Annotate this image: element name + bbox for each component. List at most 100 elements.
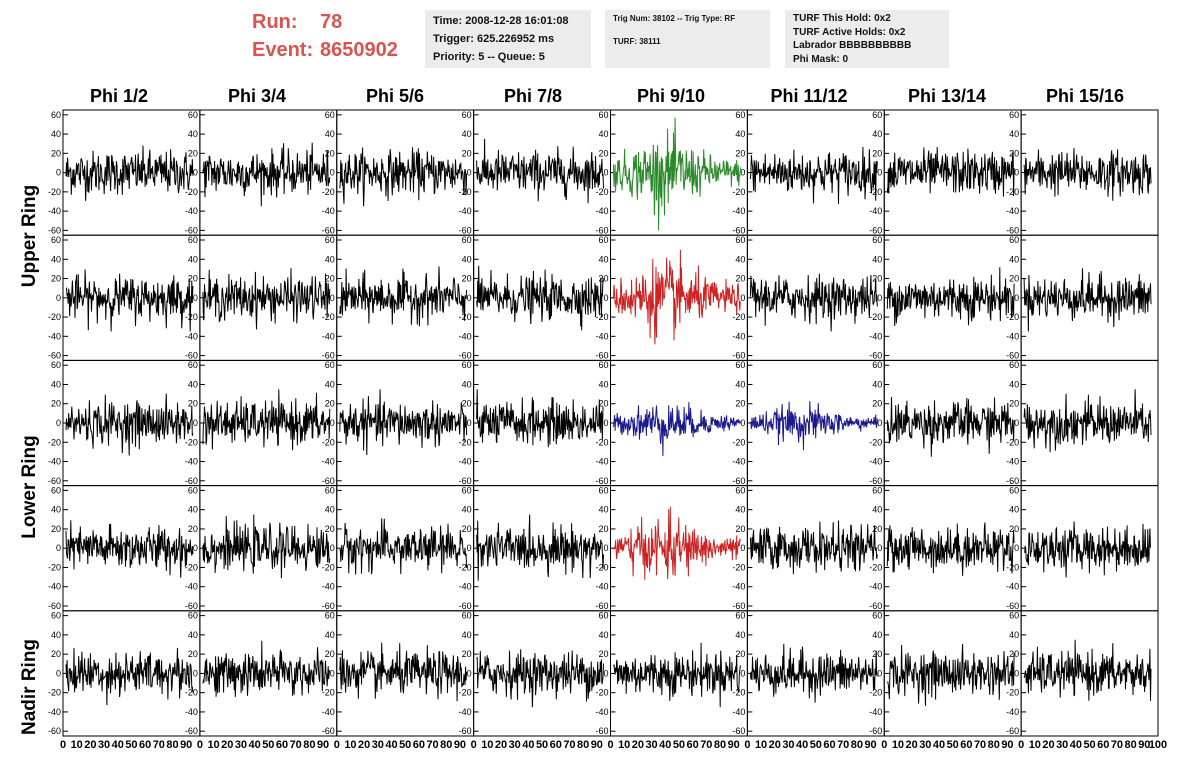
ytick-label: 40 [735, 254, 745, 264]
ytick-label: -40 [1006, 331, 1019, 341]
run-label: Run: [252, 11, 298, 33]
xtick-label: 90 [454, 739, 466, 751]
ytick-label: 20 [872, 274, 882, 284]
ytick-label: 40 [188, 129, 198, 139]
ytick-label: 20 [462, 274, 472, 284]
ytick-label: 0 [603, 168, 608, 178]
turf-info-box: TURF This Hold: 0x2 TURF Active Holds: 0… [785, 10, 949, 68]
ytick-label: -20 [459, 437, 472, 447]
waveform-trace [476, 389, 604, 448]
ytick-label: 40 [462, 254, 472, 264]
ytick-label: 0 [56, 668, 61, 678]
ytick-label: -20 [869, 437, 882, 447]
waveform-trace [886, 267, 1015, 327]
ytick-label: -40 [595, 206, 608, 216]
ytick-label: 20 [872, 148, 882, 158]
ytick-label: -60 [48, 601, 61, 611]
ytick-label: 40 [872, 379, 882, 389]
ytick-label: -40 [48, 457, 61, 467]
panel-r2-c1: -60 -40 -20 0 20 40 60 [185, 359, 338, 487]
ytick-label: 60 [462, 360, 472, 370]
ytick-label: 20 [1009, 274, 1019, 284]
xtick-label: 0 [471, 739, 477, 751]
ytick-label: -60 [1006, 351, 1019, 361]
ytick-label: -60 [322, 351, 335, 361]
ytick-label: -60 [869, 726, 882, 736]
waveform-trace [750, 401, 878, 451]
xtick-label: 0 [1018, 739, 1024, 751]
trig-info-box: Trig Num: 38102 -- Trig Type: RF TURF: 3… [605, 10, 770, 68]
waveform-trace [65, 647, 194, 706]
xtick-label: 60 [550, 739, 562, 751]
waveform-trace [1023, 521, 1152, 578]
waveform-trace [749, 643, 878, 703]
time-info-box: Time: 2008-12-28 16:01:08 Trigger: 625.2… [425, 10, 591, 68]
ytick-label: 0 [330, 668, 335, 678]
ytick-label: -20 [48, 187, 61, 197]
col-header-7: Phi 13/14 [907, 86, 987, 106]
ytick-label: -20 [185, 312, 198, 322]
ytick-label: 40 [325, 129, 335, 139]
ytick-label: 0 [740, 293, 745, 303]
ytick-label: 20 [325, 524, 335, 534]
panel-r3-c1: -60 -40 -20 0 20 40 60 [185, 485, 338, 612]
xtick-label: 50 [1083, 739, 1095, 751]
col-header-1: Phi 1/2 [89, 86, 149, 106]
xtick-label: 10 [344, 739, 356, 751]
waveform-trace [749, 273, 878, 332]
ytick-label: 60 [735, 235, 745, 245]
xtick-label: 20 [495, 739, 507, 751]
panel-r0-c5: -60 -40 -20 0 20 40 60 [732, 109, 885, 236]
ytick-label: -40 [732, 457, 745, 467]
ytick-label: 20 [188, 274, 198, 284]
ytick-label: 0 [330, 168, 335, 178]
waveform-trace [65, 269, 194, 332]
xtick-label: 30 [645, 739, 657, 751]
waveform-trace [339, 389, 468, 456]
xtick-label: 30 [509, 739, 521, 751]
ytick-label: 0 [467, 418, 472, 428]
xtick-label: 100 [1149, 739, 1167, 751]
ytick-label: -20 [869, 187, 882, 197]
ytick-label: 20 [735, 274, 745, 284]
ytick-label: -60 [322, 726, 335, 736]
ytick-label: -40 [869, 457, 882, 467]
ytick-label: 60 [325, 235, 335, 245]
trig-num-line: Trig Num: 38102 -- Trig Type: RF [613, 14, 736, 23]
ytick-label: 20 [325, 649, 335, 659]
panel-r3-c5: -60 -40 -20 0 20 40 60 [732, 485, 885, 612]
ytick-label: 0 [56, 418, 61, 428]
waveform-trace [476, 514, 604, 581]
panel-r4-c4: -60 -40 -20 0 20 40 60 [595, 610, 748, 737]
waveform-trace [1023, 389, 1152, 453]
ytick-label: 20 [188, 399, 198, 409]
xtick-label: 40 [933, 739, 945, 751]
ytick-label: -60 [48, 225, 61, 235]
xtick-label: 30 [919, 739, 931, 751]
ytick-label: 40 [1009, 254, 1019, 264]
panel-r1-c2: -60 -40 -20 0 20 40 60 [322, 234, 475, 361]
xtick-label: 70 [837, 739, 849, 751]
panel-r3-c4: -60 -40 -20 0 20 40 60 [595, 485, 748, 612]
ytick-label: 60 [735, 611, 745, 621]
xtick-label: 0 [334, 739, 340, 751]
ytick-label: 40 [325, 379, 335, 389]
waveform-trace [65, 145, 194, 201]
ytick-label: -20 [322, 312, 335, 322]
ytick-label: 0 [877, 543, 882, 553]
run-event-box: Run: 78 Event: 8650902 [252, 8, 398, 64]
xtick-label: 90 [864, 739, 876, 751]
ytick-label: 20 [598, 274, 608, 284]
ytick-label: 40 [188, 254, 198, 264]
ytick-label: 40 [1009, 379, 1019, 389]
xtick-label: 10 [1029, 739, 1041, 751]
waveform-trace [202, 268, 331, 330]
ytick-label: 40 [872, 129, 882, 139]
ytick-label: -60 [595, 476, 608, 486]
ytick-label: -60 [732, 476, 745, 486]
panel-r3-c0: -60 -40 -20 0 20 40 60 [48, 485, 201, 612]
ytick-label: -60 [459, 726, 472, 736]
ytick-label: -20 [595, 437, 608, 447]
xtick-label: 60 [276, 739, 288, 751]
ytick-label: -40 [869, 206, 882, 216]
